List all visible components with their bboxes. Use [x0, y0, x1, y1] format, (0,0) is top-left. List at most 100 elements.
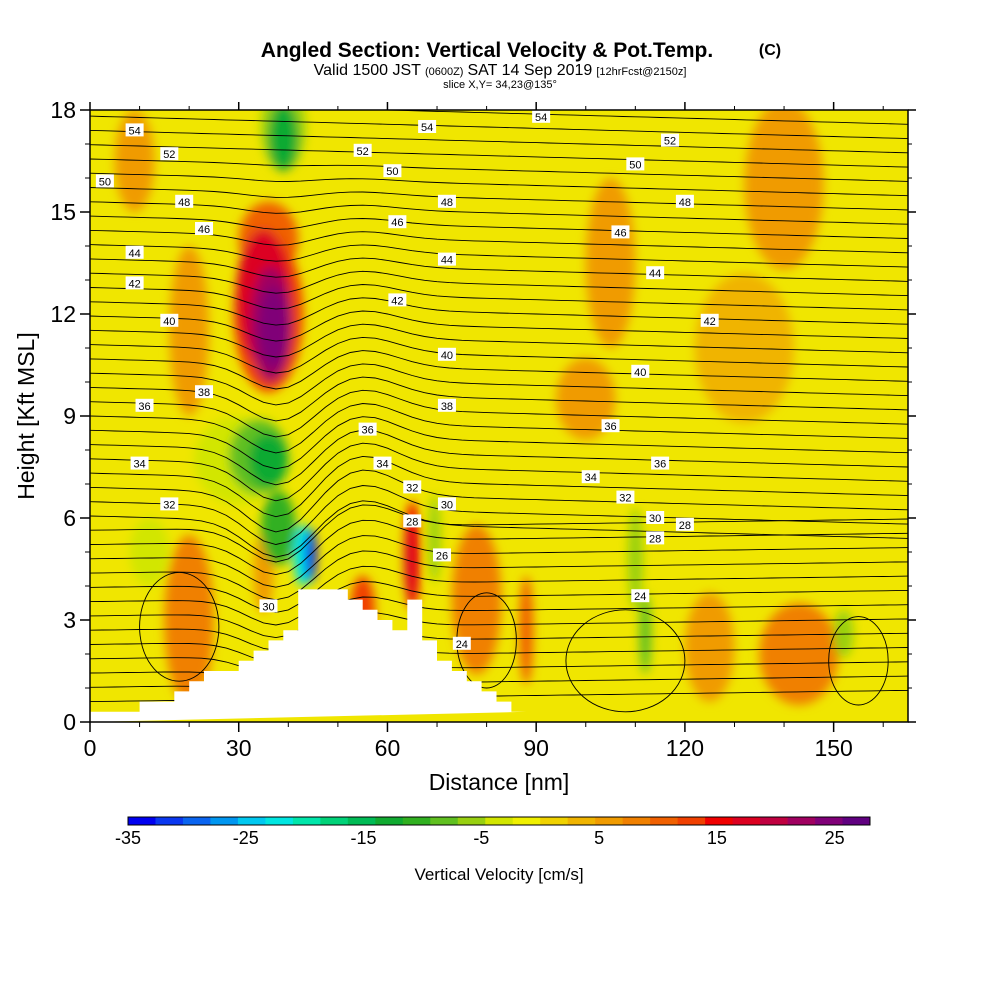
colorbar-label: 15 — [707, 828, 727, 848]
contour-label-box — [135, 398, 154, 412]
contour-label: 48 — [175, 194, 194, 209]
contour-label-box — [651, 456, 670, 470]
contour-label: 24 — [452, 636, 471, 651]
contour-label-box — [616, 490, 635, 504]
contour-label-box — [631, 364, 650, 378]
isentrope-line — [90, 442, 908, 502]
isentrope-line — [90, 244, 908, 268]
contour-label: 48 — [437, 194, 456, 209]
velocity-cell — [164, 535, 214, 705]
colorbar-swatch — [815, 817, 843, 825]
contour-label: 28 — [403, 514, 422, 528]
contour-label-text: 34 — [376, 459, 388, 471]
contour-label-text: 28 — [406, 516, 418, 528]
contour-label: 44 — [437, 252, 456, 267]
contour-label-text: 54 — [421, 122, 433, 134]
colorbar-swatch — [842, 817, 871, 825]
colorbar-swatch — [485, 817, 514, 825]
contour-label-text: 28 — [649, 533, 661, 545]
colorbar-swatch — [265, 817, 294, 825]
contour-label-text: 42 — [128, 278, 140, 290]
contour-label-text: 54 — [535, 112, 547, 124]
contour-label-text: 38 — [198, 387, 210, 399]
contour-label-text: 50 — [629, 159, 641, 171]
colorbar-swatch — [402, 817, 431, 825]
contour-label-text: 34 — [585, 472, 597, 484]
colorbar-swatch — [677, 817, 706, 825]
contour-label-text: 38 — [441, 401, 453, 413]
colorbar-title: Vertical Velocity [cm/s] — [414, 865, 583, 884]
y-tick-label: 6 — [63, 505, 76, 531]
velocity-cell — [744, 110, 824, 270]
contour-label: 32 — [160, 497, 179, 511]
contour-label-text: 36 — [654, 459, 666, 471]
velocity-cell — [258, 286, 289, 369]
isentrope-line — [90, 257, 908, 282]
colorbar-swatch — [128, 817, 156, 825]
contour-label: 34 — [130, 456, 149, 471]
colorbar-swatch — [210, 817, 239, 825]
isentrope-line — [90, 115, 908, 140]
contour-label-box — [432, 548, 451, 562]
colorbar-swatch — [430, 817, 459, 825]
contour-label-text: 40 — [163, 316, 175, 328]
contour-label-text: 48 — [441, 197, 453, 209]
contour-labels: 54 54 54 52 52 52 50 50 50 48 48 48 46 46 46 44 44 44 42 42… — [95, 110, 719, 651]
contour-label-text: 46 — [198, 224, 210, 236]
contour-label-text: 52 — [357, 146, 369, 158]
isentrope-line — [90, 429, 908, 486]
contour-label-box — [388, 293, 407, 307]
isentrope-line — [90, 201, 908, 225]
x-axis: 0 30 60 90 120 150 — [84, 102, 884, 761]
x-tick-label: 150 — [814, 735, 852, 761]
contour-label-text: 36 — [138, 401, 150, 413]
velocity-cell — [451, 524, 502, 675]
velocity-cell — [305, 528, 317, 583]
isentrope-line — [90, 550, 908, 601]
contour-label-box — [160, 313, 179, 327]
isentrope-line — [90, 469, 908, 533]
contour-label-text: 46 — [391, 217, 403, 229]
colorbar-swatch — [375, 817, 404, 825]
velocity-cell — [268, 110, 299, 172]
colorbar-swatch — [292, 817, 321, 825]
isentrope-line — [90, 389, 908, 438]
isentrope-line — [90, 376, 908, 422]
contour-label-text: 40 — [441, 350, 453, 362]
plot-area: 54 54 54 52 52 52 50 50 50 48 48 48 46 46 46 44 44 44 42 42… — [90, 110, 908, 722]
velocity-cell — [585, 178, 636, 348]
isentrope-line — [90, 297, 908, 326]
contour-label-text: 28 — [679, 520, 691, 532]
x-axis-title: Distance [nm] — [429, 769, 570, 795]
contour-label-box — [601, 419, 620, 433]
contour-label: 36 — [135, 398, 154, 413]
contour-label-box — [437, 194, 456, 208]
contour-label: 54 — [125, 123, 144, 137]
contour-label-text: 42 — [391, 295, 403, 307]
contour-label-box — [452, 636, 471, 650]
contour-label-box — [125, 276, 144, 290]
isentrope-line — [90, 611, 908, 651]
colorbar-label: -5 — [473, 828, 489, 848]
contour-label-text: 30 — [649, 513, 661, 525]
x-tick-label: 0 — [84, 735, 97, 761]
velocity-cell — [169, 246, 209, 416]
isentrope-line — [90, 455, 908, 518]
x-tick-label: 30 — [226, 735, 252, 761]
contour-label-box — [437, 398, 456, 412]
contour-label: 34 — [373, 456, 392, 471]
colorbar-label: -15 — [351, 828, 377, 848]
contour-label-box — [160, 497, 179, 511]
colorbar-swatch — [155, 817, 184, 825]
velocity-cell — [639, 592, 652, 675]
contour-label: 54 — [418, 120, 437, 134]
contour-label: 30 — [437, 497, 456, 511]
contour-label-box — [195, 385, 214, 399]
contour-label-box — [532, 110, 551, 123]
colorbar-swatch — [595, 817, 624, 825]
contour-label-box — [437, 252, 456, 266]
colorbar — [127, 816, 871, 826]
contour-label-text: 50 — [386, 166, 398, 178]
isentrope-line — [90, 323, 908, 358]
closed-contour — [828, 616, 889, 706]
